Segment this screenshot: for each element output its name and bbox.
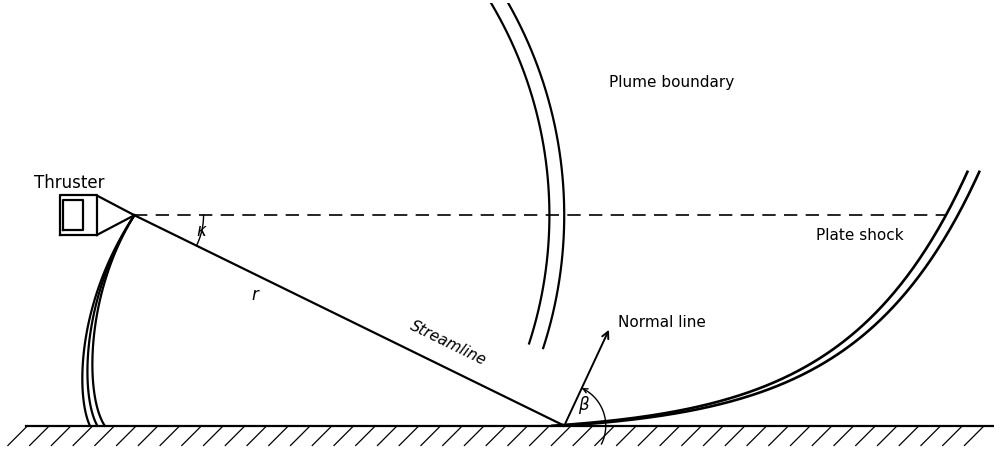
Text: Normal line: Normal line bbox=[618, 315, 706, 330]
Text: Plume boundary: Plume boundary bbox=[609, 75, 734, 90]
Text: Thruster: Thruster bbox=[34, 173, 104, 192]
Text: r: r bbox=[252, 285, 258, 304]
Text: Plate shock: Plate shock bbox=[816, 228, 904, 243]
Text: κ: κ bbox=[197, 222, 206, 241]
Text: β: β bbox=[578, 396, 589, 414]
Text: Streamline: Streamline bbox=[407, 318, 488, 368]
